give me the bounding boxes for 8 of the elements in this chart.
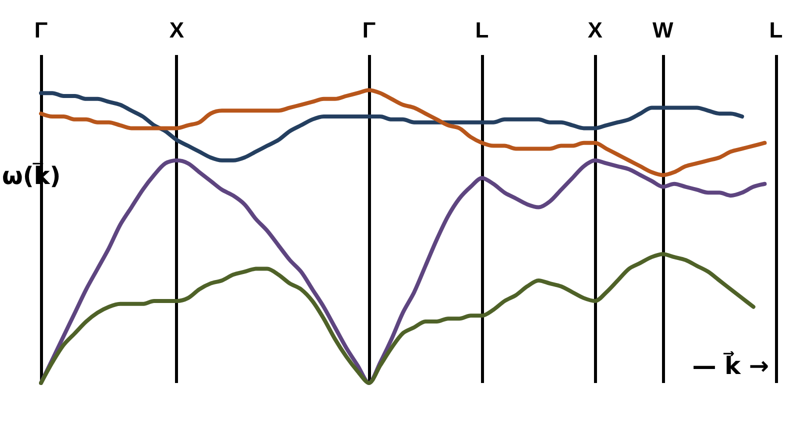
x-tick-label: L [769, 18, 783, 42]
x-tick-label: X [169, 18, 184, 42]
x-tick-label: Γ [362, 18, 376, 42]
x-tick-label: Γ [34, 18, 48, 42]
x-tick-label: L [475, 18, 489, 42]
x-tick-label: X [588, 18, 603, 42]
x-tick-label: W [652, 18, 674, 42]
annotation: — k⃗ → [692, 350, 769, 380]
